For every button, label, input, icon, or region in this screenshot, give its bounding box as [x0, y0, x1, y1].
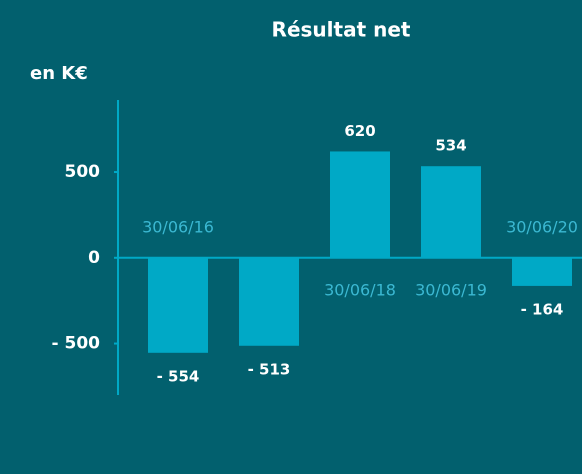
value-label: - 164 — [521, 300, 564, 318]
chart-title: Résultat net — [272, 18, 411, 42]
bar — [512, 257, 572, 286]
y-tick-label: - 500 — [52, 334, 101, 354]
value-label: 620 — [344, 122, 375, 140]
bar — [148, 257, 208, 353]
y-tick-label: 0 — [88, 248, 100, 268]
x-tick-label: 30/06/20 — [506, 217, 578, 236]
value-label: 534 — [435, 137, 466, 155]
x-tick-label: 30/06/19 — [415, 280, 487, 299]
x-tick-label: 30/06/18 — [324, 280, 396, 299]
y-tick-label: 500 — [65, 162, 101, 182]
y-axis-label: en K€ — [30, 63, 88, 84]
bar — [239, 257, 299, 346]
x-tick-label: 30/06/16 — [142, 217, 214, 236]
value-label: - 554 — [157, 367, 200, 385]
bar — [330, 151, 390, 258]
bar — [421, 166, 481, 258]
value-label: - 513 — [248, 360, 291, 378]
